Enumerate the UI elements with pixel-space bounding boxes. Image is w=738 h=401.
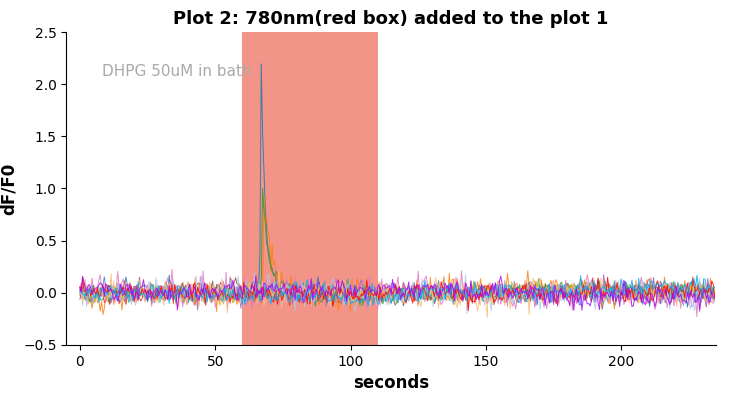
Y-axis label: dF/F0: dF/F0 — [0, 162, 18, 215]
Text: DHPG 50uM in bath: DHPG 50uM in bath — [102, 64, 251, 79]
Bar — [242, 32, 378, 345]
X-axis label: seconds: seconds — [353, 374, 430, 392]
Title: Plot 2: 780nm(red box) added to the plot 1: Plot 2: 780nm(red box) added to the plot… — [173, 10, 609, 28]
